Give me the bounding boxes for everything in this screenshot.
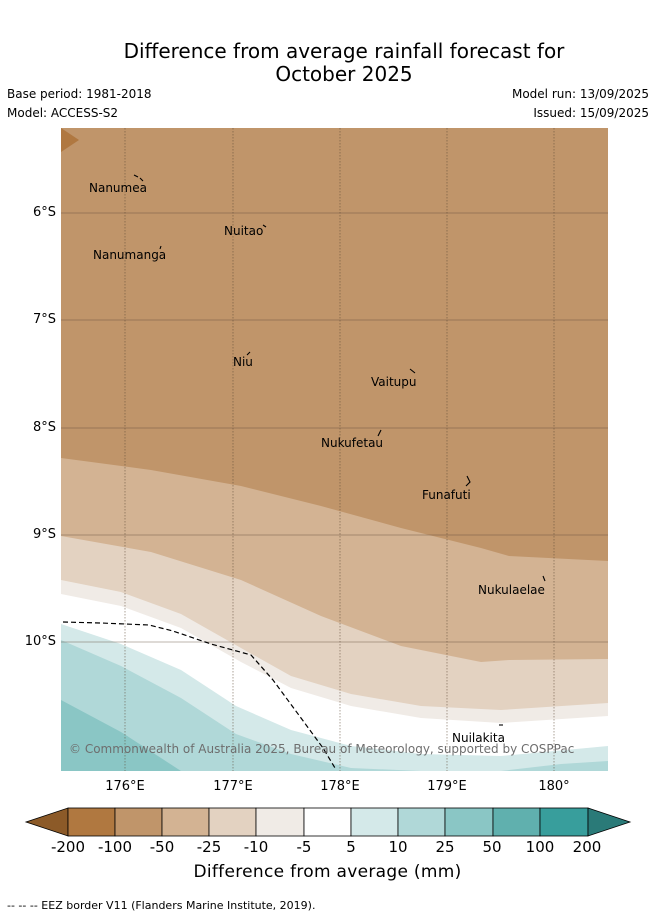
eez-footnote: -- -- -- EEZ border V11 (Flanders Marine… (7, 899, 316, 912)
band-minus-200-to-100 (61, 128, 79, 152)
colorbar-segment (350, 807, 399, 837)
place-label: Nuilakita (452, 731, 505, 745)
colorbar-segment (114, 807, 163, 837)
map-svg (61, 128, 608, 771)
colorbar-tick: -5 (296, 838, 312, 856)
place-label: Nuitao (224, 224, 264, 238)
lon-tick: 179°E (427, 779, 467, 794)
lat-tick: 10°S (24, 634, 56, 649)
lon-tick: 178°E (320, 779, 360, 794)
title-line-1: Difference from average rainfall forecas… (123, 39, 565, 63)
colorbar-tick: -100 (97, 838, 133, 856)
lat-tick: 7°S (32, 312, 56, 327)
place-label: Nanumanga (93, 248, 167, 262)
lat-tick: 8°S (32, 420, 56, 435)
colorbar-tick: 5 (346, 838, 356, 856)
base-period: Base period: 1981-2018 (7, 87, 152, 101)
graticule (61, 212, 608, 643)
colorbar-tick: 10 (388, 838, 408, 856)
colorbar-segment (539, 807, 589, 837)
band-10-to-25 (61, 640, 421, 771)
colorbar-title: Difference from average (mm) (193, 862, 462, 882)
colorbar-segment (255, 807, 305, 837)
colorbar-tick: 200 (572, 838, 602, 856)
band-10-to-25-east (501, 761, 608, 771)
place-label: Nanumea (89, 181, 147, 195)
lat-tick: 6°S (32, 205, 56, 220)
place-label: Nukulaelae (478, 583, 545, 597)
eez-border (62, 621, 336, 769)
lon-tick: 176°E (105, 779, 145, 794)
colorbar-segment (161, 807, 210, 837)
title-line-2: October 2025 (275, 62, 413, 86)
colorbar-segment (397, 807, 446, 837)
colorbar-tick: -10 (243, 838, 269, 856)
colorbar-extend-high (587, 807, 632, 837)
issued-date: Issued: 15/09/2025 (533, 106, 649, 120)
colorbar-tick: 100 (525, 838, 555, 856)
colorbar (24, 807, 632, 837)
rainfall-map: Nanumea Nuitao Nanumanga Niu Vaitupu Nuk… (61, 128, 608, 771)
colorbar-tick: -25 (196, 838, 222, 856)
colorbar-tick: 50 (482, 838, 502, 856)
lon-tick: 177°E (213, 779, 253, 794)
colorbar-tick: -200 (50, 838, 86, 856)
colorbar-segment (67, 807, 116, 837)
meridians (124, 128, 555, 771)
model-name: Model: ACCESS-S2 (7, 106, 119, 120)
place-label: Nukufetau (321, 436, 384, 450)
model-run: Model run: 13/09/2025 (511, 87, 649, 101)
chart-title: Difference from average rainfall forecas… (0, 40, 655, 86)
place-label: Vaitupu (371, 375, 417, 389)
copyright-notice: © Commonwealth of Australia 2025, Bureau… (69, 742, 575, 756)
band-25-to-50 (61, 700, 181, 771)
lon-tick: 180° (538, 779, 570, 794)
colorbar-segment (492, 807, 541, 837)
colorbar-tick: -50 (149, 838, 175, 856)
colorbar-tick: 25 (435, 838, 455, 856)
colorbar-segment (208, 807, 257, 837)
colorbar-segment (444, 807, 494, 837)
colorbar-extend-low (24, 807, 69, 837)
island-marks (133, 174, 546, 726)
colorbar-segment (303, 807, 352, 837)
place-label: Funafuti (422, 488, 471, 502)
lat-tick: 9°S (32, 527, 56, 542)
place-label: Niu (233, 355, 253, 369)
